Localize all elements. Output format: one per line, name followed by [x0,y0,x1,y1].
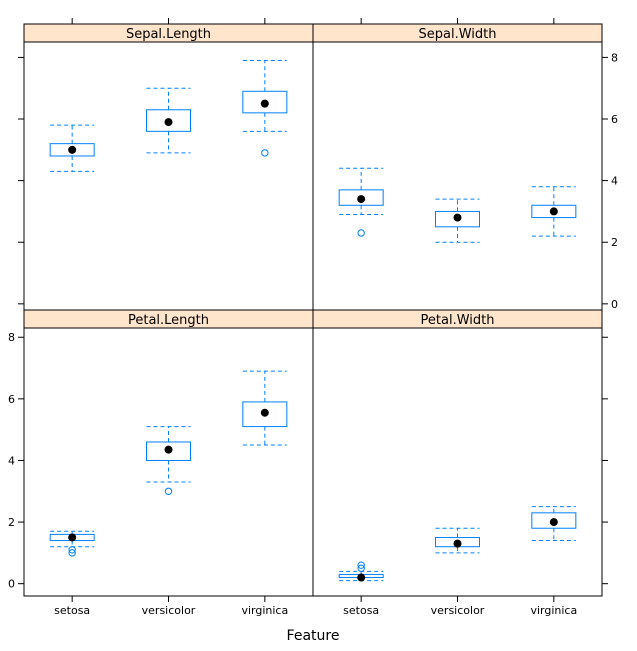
median-dot [260,408,269,417]
box-petal-length-virginica [242,370,288,446]
outlier-point [357,564,365,572]
outlier-point [68,546,76,554]
box-sepal-length-virginica [242,59,288,157]
box-petal-width-versicolor [435,527,480,554]
y-tick-label-right: 2 [611,236,618,249]
median-dot [453,213,462,222]
x-tick-label-setosa: setosa [343,604,379,617]
median-dot [549,518,558,527]
box-petal-width-virginica [531,506,577,542]
box-sepal-length-versicolor [146,87,191,154]
x-tick-label-setosa: setosa [54,604,90,617]
y-tick-label-right: 6 [611,113,618,126]
y-tick-label-left: 4 [8,454,15,467]
median-dot [68,145,77,154]
panel-sepal-length: Sepal.Length [23,23,314,311]
strip-label-sepal-width: Sepal.Width [419,27,497,42]
strip-label-petal-length: Petal.Length [128,313,209,328]
y-tick-label-left: 8 [8,331,15,344]
box-sepal-width-setosa [338,167,384,237]
box-petal-length-setosa [49,530,95,557]
y-tick-label-right: 0 [611,298,618,311]
x-tick-label-versicolor: versicolor [142,604,196,617]
box-petal-width-setosa [338,561,384,582]
strip-label-petal-width: Petal.Width [421,313,495,328]
median-dot [357,195,366,204]
box-sepal-width-versicolor [435,198,480,243]
panel-frame-sepal-width [312,41,603,311]
outlier-point [164,487,173,495]
median-dot [68,533,77,542]
median-dot [260,99,269,108]
x-axis-title: Feature [287,628,340,644]
median-dot [164,445,173,454]
y-tick-label-left: 6 [8,393,15,406]
axis-layer: 0 2 4 6 8 0 2 4 6 8 setosa versicolor virginica setos… [8,18,618,617]
x-tick-label-virginica: virginica [241,604,288,617]
panel-petal-length: Petal.Length [23,309,314,597]
x-tick-label-versicolor: versicolor [431,604,485,617]
x-tick-label-virginica: virginica [530,604,577,617]
outlier-point [357,229,365,237]
median-dot [549,207,558,216]
outlier-point [357,561,365,569]
outlier-point [68,549,76,557]
y-tick-label-right: 8 [611,51,618,64]
panel-sepal-width: Sepal.Width [312,23,603,311]
panels-layer: Sepal.Length Sepal.Width Petal.Length Petal… [23,23,603,597]
y-tick-label-left: 2 [8,516,15,529]
y-tick-label-left: 0 [8,578,15,591]
box-sepal-width-virginica [531,186,577,237]
panel-frame-sepal-length [23,41,314,311]
panel-frame-petal-width [312,327,603,597]
median-dot [164,118,173,127]
box-petal-length-versicolor [146,426,191,495]
y-tick-label-right: 4 [611,175,618,188]
box-sepal-length-setosa [49,124,95,172]
median-dot [357,573,366,582]
panel-petal-width: Petal.Width [312,309,603,597]
median-dot [453,539,462,548]
outlier-point [261,149,269,157]
strip-label-sepal-length: Sepal.Length [126,27,211,42]
